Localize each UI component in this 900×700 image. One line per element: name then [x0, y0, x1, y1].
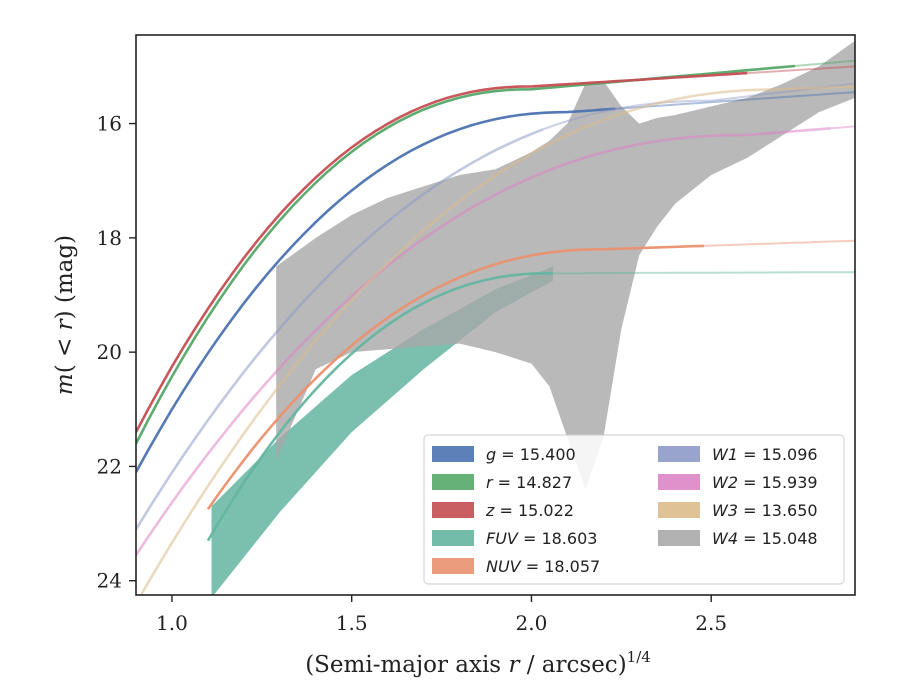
legend-equals: =	[738, 445, 762, 464]
curve-w1	[136, 127, 544, 530]
legend-series-value: 14.827	[516, 473, 572, 492]
y-axis-label-m: m	[52, 373, 78, 395]
legend-equals: =	[494, 501, 518, 520]
x-tick-label: 2.5	[695, 611, 727, 635]
legend-equals: =	[496, 445, 520, 464]
y-tick-label: 22	[97, 454, 122, 478]
x-tick-label: 1.0	[156, 611, 188, 635]
growth-curves	[136, 59, 855, 595]
legend-series-value: 13.650	[762, 501, 818, 520]
legend-series-value: 15.048	[762, 529, 818, 548]
x-tick-label: 2.0	[516, 611, 548, 635]
legend-label-w2: W2 = 15.939	[712, 473, 818, 492]
legend-series-name: r	[486, 473, 494, 492]
curve-w2	[136, 127, 832, 556]
legend-label-w4: W4 = 15.048	[712, 529, 818, 548]
y-tick-label: 16	[97, 112, 122, 136]
legend-swatch-z	[432, 502, 474, 518]
legend-swatch-r	[432, 474, 474, 490]
legend-label-nuv: NUV = 18.057	[486, 557, 600, 576]
legend-label-w3: W3 = 13.650	[712, 501, 818, 520]
legend-swatch-fuv	[432, 530, 474, 546]
legend-equals: =	[738, 529, 762, 548]
legend-series-value: 18.603	[541, 529, 597, 548]
x-axis-label-var: r	[508, 652, 521, 678]
legend-swatch-nuv	[432, 558, 474, 574]
x-axis-label: (Semi-major axis r / arcsec)1/4	[305, 648, 651, 678]
x-axis-ticks: 1.0 1.5 2.0 2.5	[156, 595, 727, 635]
curve-g	[136, 107, 616, 473]
y-axis-label: m( < r) (mag)	[52, 235, 78, 395]
band-w4	[276, 40, 855, 490]
plot-frame	[135, 34, 856, 596]
legend-series-name: W4	[712, 529, 738, 548]
x-axis-label-exponent: 1/4	[627, 648, 651, 666]
legend-swatch-w3	[658, 502, 700, 518]
curve-nuv-extrapolated	[703, 239, 855, 247]
legend-swatch-w4	[658, 530, 700, 546]
legend-equals: =	[493, 473, 517, 492]
uncertainty-bands	[211, 40, 855, 595]
y-tick-label: 24	[97, 569, 122, 593]
legend-series-value: 15.022	[518, 501, 574, 520]
y-axis-label-close: )	[52, 310, 78, 319]
y-tick-label: 18	[97, 226, 122, 250]
curve-w2-extrapolated	[830, 125, 855, 130]
legend-series-name: W2	[712, 473, 738, 492]
y-axis-label-open: ( <	[52, 330, 78, 373]
legend-equals: =	[521, 557, 545, 576]
legend-series-name: g	[486, 445, 496, 464]
curve-fuv	[206, 272, 553, 542]
legend-label-z: z = 15.022	[485, 501, 574, 520]
legend-series-name: z	[485, 501, 495, 520]
legend-series-name: FUV	[486, 529, 519, 548]
y-axis-ticks: 16 18 20 22 24	[97, 112, 136, 593]
curve-r-extrapolated	[795, 59, 855, 67]
curve-g-extrapolated	[615, 91, 855, 110]
x-tick-label: 1.5	[336, 611, 368, 635]
y-axis-label-unit: (mag)	[52, 235, 78, 311]
legend-series-value: 18.057	[544, 557, 600, 576]
legend-series-value: 15.400	[520, 445, 576, 464]
legend-series-name: W3	[712, 501, 738, 520]
legend-equals: =	[738, 501, 762, 520]
legend-swatch-g	[432, 446, 474, 462]
legend-swatch-w1	[658, 446, 700, 462]
x-axis-label-rest: / arcsec)	[519, 652, 626, 678]
legend-swatch-w2	[658, 474, 700, 490]
curve-z	[136, 71, 748, 433]
legend-frame	[423, 434, 845, 585]
legend: g = 15.400 r = 14.827 z = 15.022 FUV = 18.6…	[423, 434, 845, 585]
legend-series-name: NUV	[486, 557, 522, 576]
curve-nuv	[206, 244, 705, 511]
curve-fuv-extrapolated	[542, 271, 855, 275]
x-axis-label-open: (Semi-major axis	[305, 652, 508, 678]
curve-z-extrapolated	[747, 65, 855, 75]
legend-series-value: 15.939	[762, 473, 818, 492]
legend-equals: =	[738, 473, 762, 492]
legend-label-r: r = 14.827	[486, 473, 572, 492]
legend-label-g: g = 15.400	[486, 445, 576, 464]
legend-label-w1: W1 = 15.096	[712, 445, 818, 464]
legend-equals: =	[518, 529, 542, 548]
legend-series-value: 15.096	[762, 445, 818, 464]
legend-label-fuv: FUV = 18.603	[486, 529, 597, 548]
curve-w3	[139, 85, 855, 595]
y-axis-label-r: r	[52, 317, 78, 330]
y-tick-label: 20	[97, 340, 122, 364]
legend-series-name: W1	[712, 445, 738, 464]
